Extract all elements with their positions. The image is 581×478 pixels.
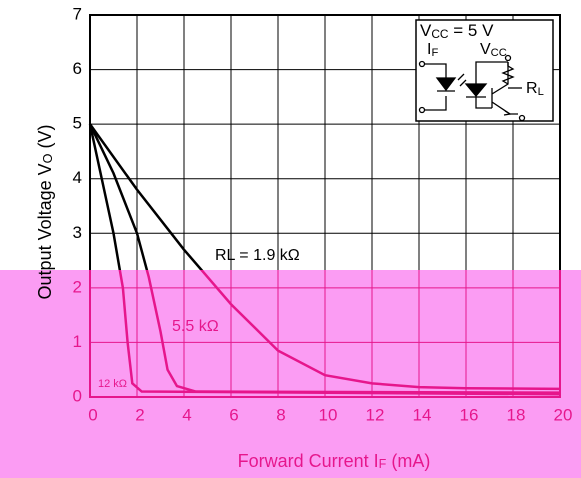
x-axis-label-part: Forward Current I xyxy=(238,451,379,471)
x-tick-label: 12 xyxy=(366,405,385,424)
x-tick-label: 0 xyxy=(88,405,97,424)
y-tick-label: 3 xyxy=(73,223,82,242)
y-tick-label: 7 xyxy=(73,4,82,23)
x-axis-label-part: F xyxy=(379,457,387,471)
inset-input: IF xyxy=(427,41,438,59)
y-tick-label: 6 xyxy=(73,59,82,78)
curve-label: 12 kΩ xyxy=(98,378,127,390)
x-tick-label: 14 xyxy=(413,405,432,424)
x-tick-label: 6 xyxy=(229,405,238,424)
x-tick-label: 20 xyxy=(554,405,573,424)
x-axis-label-part: (mA) xyxy=(386,451,430,471)
x-tick-label: 18 xyxy=(507,405,526,424)
x-tick-label: 10 xyxy=(319,405,338,424)
curve xyxy=(88,123,561,394)
y-tick-label: 0 xyxy=(73,386,82,405)
inset-collector: VCC xyxy=(480,41,507,59)
curve-label: 5.5 kΩ xyxy=(172,318,219,335)
y-tick-label: 5 xyxy=(73,114,82,133)
x-tick-label: 4 xyxy=(182,405,191,424)
inset-box xyxy=(415,19,554,122)
overlay xyxy=(0,270,581,478)
x-tick-label: 2 xyxy=(135,405,144,424)
inset xyxy=(415,19,554,122)
inset-load: RL xyxy=(526,80,544,98)
y-axis-label: Output Voltage VO (V) xyxy=(35,125,56,300)
circuit xyxy=(418,54,526,122)
y-tick-label: 1 xyxy=(73,332,82,351)
curve xyxy=(88,123,561,396)
x-tick-label: 16 xyxy=(460,405,479,424)
x-tick-label: 8 xyxy=(276,405,285,424)
y-axis-label-part: O xyxy=(41,153,55,163)
x-axis-label: Forward Current IF (mA) xyxy=(238,451,431,472)
curve xyxy=(88,123,561,391)
y-tick-label: 4 xyxy=(73,168,82,187)
plot-frame xyxy=(89,14,561,398)
y-tick-label: 2 xyxy=(73,277,82,296)
y-axis-label-part: (V) xyxy=(35,125,55,154)
y-axis-label-part: Output Voltage V xyxy=(35,163,55,299)
inset-supply: VCC = 5 V xyxy=(420,21,494,41)
curve-label: RL = 1.9 kΩ xyxy=(215,247,300,264)
